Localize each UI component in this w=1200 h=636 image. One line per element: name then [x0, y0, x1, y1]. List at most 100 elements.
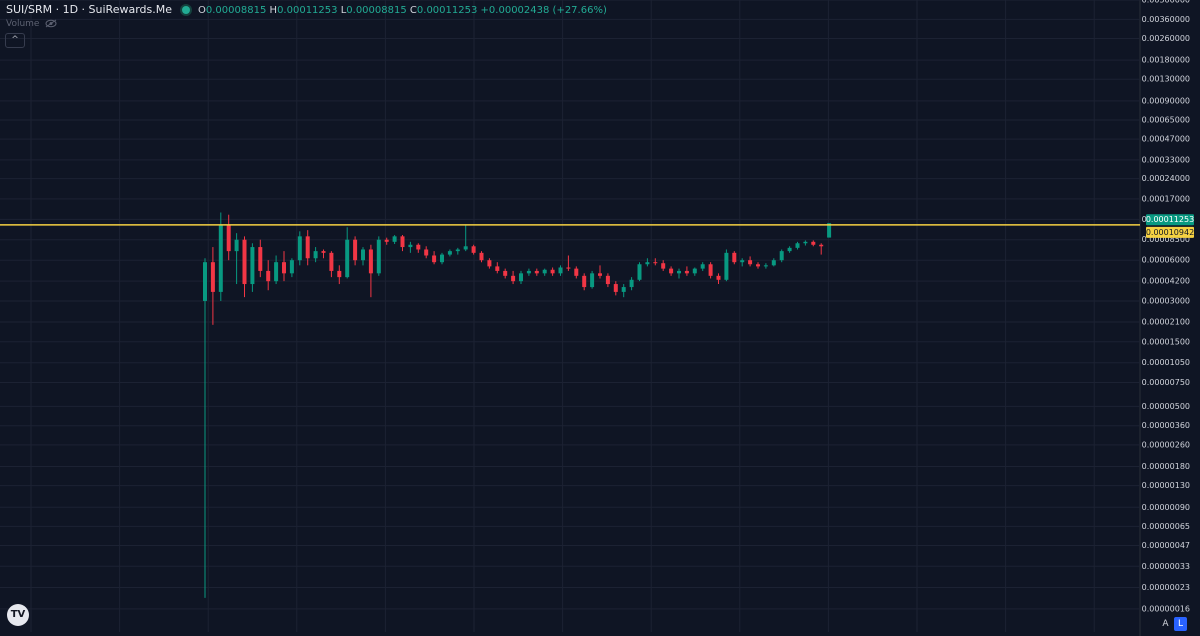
candle-body: [827, 223, 832, 238]
y-tick-label: 0.00000360: [1142, 421, 1190, 430]
candle-body: [368, 249, 373, 274]
candle-body: [550, 269, 555, 274]
candle-body: [763, 265, 768, 267]
y-tick-label: 0.00024000: [1142, 174, 1190, 183]
candle-body: [274, 262, 279, 282]
y-tick-label: 0.00000130: [1142, 481, 1190, 490]
y-tick-label: 0.00000500: [1142, 402, 1190, 411]
candle-body: [771, 260, 776, 266]
candle-body: [282, 262, 286, 274]
candle-body: [258, 247, 263, 271]
candle-body: [218, 224, 223, 292]
candle-body: [605, 275, 610, 285]
candle-body: [558, 267, 563, 274]
last-price-label: 0.00011253: [1146, 215, 1194, 224]
ohlc-letter: O: [198, 5, 206, 16]
candle-body: [574, 268, 579, 276]
ohlc-value: 0.00008815: [346, 5, 407, 16]
y-tick-label: 0.00500000: [1142, 0, 1190, 5]
y-tick-label: 0.00090000: [1142, 96, 1190, 105]
candle-body: [519, 273, 523, 282]
y-tick-label: 0.00360000: [1142, 15, 1190, 24]
candle-body: [756, 264, 760, 267]
auto-button[interactable]: A: [1162, 619, 1169, 629]
candle-body: [432, 255, 437, 263]
candle-body: [203, 262, 207, 301]
candle-body: [455, 249, 460, 252]
candle-body: [779, 251, 784, 261]
y-tick-label: 0.00006000: [1142, 256, 1190, 265]
y-tick-label: 0.00001050: [1142, 358, 1190, 367]
candle-body: [732, 252, 737, 263]
ohlc-letter: C: [409, 5, 417, 16]
ohlc-value: 0.00011253: [277, 5, 338, 16]
candle-body: [598, 273, 602, 276]
candle-body: [803, 241, 808, 244]
volume-text: Volume: [6, 19, 40, 29]
candle-body: [787, 247, 792, 252]
last-price-box: [1146, 214, 1194, 226]
ohlc-letter: L: [340, 5, 347, 16]
status-dot: [182, 6, 191, 14]
candle-body: [495, 266, 500, 271]
candle-body: [321, 251, 326, 253]
candle-body: [700, 264, 705, 269]
volume-label[interactable]: Volume: [6, 19, 57, 29]
candle-body: [384, 239, 389, 242]
y-tick-label: 0.00000016: [1142, 604, 1190, 613]
y-tick-label: 0.00000180: [1142, 462, 1190, 471]
y-tick-label: 0.00000047: [1142, 541, 1190, 550]
log-button[interactable]: L: [1174, 617, 1187, 631]
y-tick-label: 0.00065000: [1142, 116, 1190, 125]
candle-body: [566, 267, 571, 269]
candle-body: [716, 275, 721, 280]
ohlc-value: 0.00008815: [205, 5, 267, 16]
candle-body: [590, 273, 595, 288]
candle-body: [629, 279, 634, 288]
candle-body: [503, 270, 508, 276]
candle-body: [748, 260, 753, 265]
candle-body: [400, 236, 405, 248]
y-tick-label: 0.00260000: [1142, 34, 1190, 43]
eye-icon[interactable]: [45, 19, 57, 28]
candle-body: [424, 249, 429, 256]
ohlc-letter: H: [269, 5, 278, 16]
change: +0.00002438 (+27.66%): [480, 5, 607, 16]
candle-body: [416, 244, 421, 250]
candle-body: [677, 270, 681, 274]
candle-body: [471, 246, 476, 253]
legend: SUI/SRM · 1D · SuiRewards.Me O0.00008815 …: [6, 3, 607, 16]
y-tick-label: 0.00180000: [1142, 56, 1190, 65]
y-tick-label: 0.00003000: [1142, 296, 1190, 305]
candle-body: [329, 252, 334, 271]
candle-body: [210, 262, 215, 292]
candle-body: [645, 262, 650, 265]
candle-body: [353, 239, 358, 261]
candle-body: [661, 263, 666, 269]
candle-body: [376, 239, 381, 274]
candle-body: [463, 246, 468, 250]
y-tick-label: 0.00001500: [1142, 337, 1190, 346]
candle-body: [447, 251, 452, 255]
candle-body: [361, 249, 365, 261]
y-tick-label: 0.00033000: [1142, 155, 1190, 164]
candle-body: [511, 275, 516, 282]
candle-body: [653, 262, 658, 264]
y-tick-label: 0.00000033: [1142, 562, 1190, 571]
tv-logo[interactable]: TV: [7, 604, 29, 626]
y-tick-label: 0.00002100: [1142, 317, 1190, 326]
candle-body: [613, 284, 618, 292]
candle-body: [637, 264, 642, 280]
candle-body: [313, 251, 318, 259]
candle-body: [582, 275, 587, 288]
candle-body: [266, 270, 271, 282]
y-tick-label: 0.00000750: [1142, 378, 1190, 387]
hline-price-box: [1146, 226, 1194, 238]
candle-body: [542, 269, 547, 274]
y-tick-label: 0.00130000: [1142, 75, 1190, 84]
candle-body: [795, 243, 800, 248]
candle-body: [440, 254, 444, 263]
collapse-button[interactable]: ^: [5, 33, 25, 48]
y-tick-label: 0.00000090: [1142, 503, 1190, 512]
